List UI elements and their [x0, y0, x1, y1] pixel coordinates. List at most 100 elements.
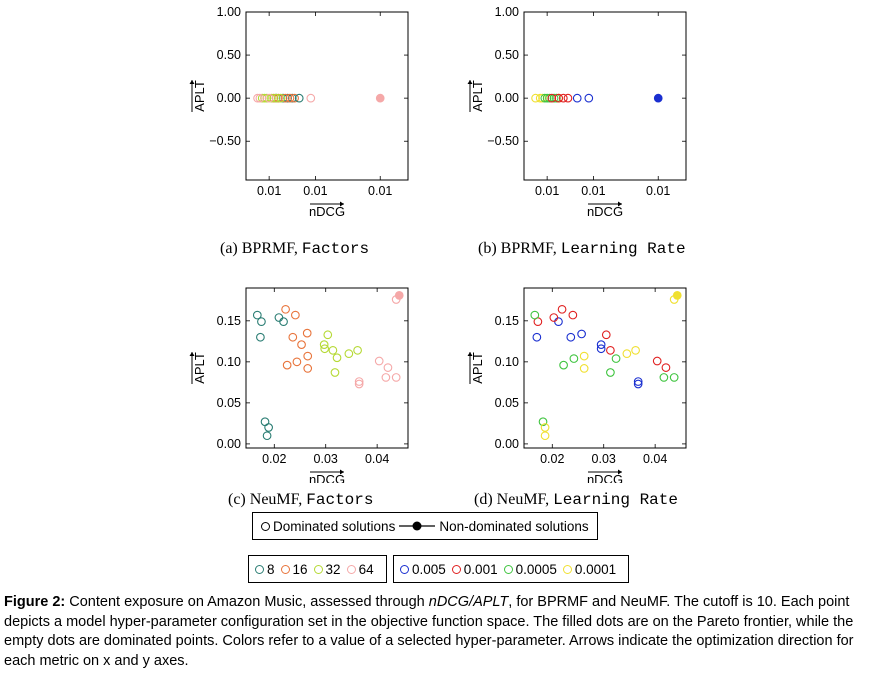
- x-tick-label: 0.01: [368, 184, 392, 198]
- data-point: [256, 332, 265, 342]
- x-axis-label: nDCG: [587, 472, 623, 483]
- legend-factors-marker-icon: [280, 564, 290, 574]
- data-point: [297, 340, 306, 349]
- data-point: [661, 363, 671, 372]
- y-axis-label-group: APLT: [467, 352, 485, 384]
- y-tick-label: 1.00: [495, 5, 519, 19]
- legend-factors-label: 64: [358, 561, 374, 577]
- figure-caption: Figure 2: Content exposure on Amazon Mus…: [4, 593, 872, 671]
- legend-factors-marker-icon: [313, 564, 323, 574]
- data-point: [532, 332, 542, 342]
- legend-lr-item: 0.0001: [562, 562, 616, 577]
- data-point: [354, 379, 364, 389]
- data-point: [633, 379, 643, 389]
- x-arrow-head-icon: [618, 201, 622, 207]
- caption-label: Figure 2:: [4, 594, 66, 610]
- data-point: [669, 373, 679, 382]
- data-point: [264, 93, 274, 103]
- x-arrow-head-icon: [618, 469, 622, 475]
- legend-factors-label: 32: [325, 561, 341, 577]
- x-tick-label: 0.04: [643, 452, 667, 466]
- subcaption-d-prefix: (d) NeuMF,: [474, 491, 554, 508]
- y-tick-label: 1.00: [217, 5, 241, 19]
- data-point: [287, 93, 297, 103]
- y-tick-label: 0.00: [495, 91, 519, 105]
- y-tick-label: 0.15: [217, 314, 241, 328]
- chart-c: 0.00 0.05 0.10 0.15 0.02 0.03 0.04 nDCG APLT: [189, 287, 409, 483]
- data-point: [269, 93, 279, 103]
- data-point: [606, 346, 615, 355]
- data-point: [552, 93, 561, 103]
- x-tick-label: 0.01: [303, 184, 327, 198]
- data-point: [535, 93, 545, 103]
- data-point: [557, 304, 567, 314]
- y-tick-label: 0.00: [217, 437, 241, 451]
- data-point: [257, 317, 266, 326]
- subcaption-c-param: Factors: [306, 491, 374, 509]
- data-point: [306, 93, 316, 103]
- y-arrow-head-icon: [467, 352, 473, 356]
- data-point: [281, 304, 290, 314]
- legend-factors-item: 64: [346, 561, 374, 577]
- legend-factors-marker-icon: [346, 564, 356, 574]
- legend-lr-item: 0.005: [400, 562, 446, 577]
- caption-text-1: Content exposure on Amazon Music, assess…: [65, 594, 429, 610]
- data-point: [257, 93, 267, 103]
- legend-factors-item: 32: [313, 561, 341, 577]
- subcaption-a-prefix: (a) BPRMF,: [220, 240, 302, 257]
- x-tick-label: 0.01: [535, 184, 559, 198]
- data-point: [260, 93, 269, 103]
- data-point: [563, 93, 573, 103]
- plot-frame: [245, 287, 409, 449]
- data-point: [549, 93, 559, 103]
- subcaption-c: (c) NeuMF, Factors: [228, 491, 373, 509]
- y-arrow-head-icon: [467, 80, 473, 84]
- data-point: [252, 310, 262, 320]
- subcaption-a-param: Factors: [301, 240, 370, 258]
- subcaption-d-param: Learning Rate: [553, 491, 678, 509]
- data-point: [540, 93, 550, 103]
- legend-lr-marker-icon: [562, 564, 572, 574]
- data-point: [255, 93, 265, 103]
- data-point: [253, 93, 262, 103]
- y-tick-label: 0.10: [217, 355, 241, 369]
- data-point: [290, 93, 299, 103]
- nondominated-point: [394, 291, 404, 300]
- data-point: [267, 93, 276, 103]
- data-point: [568, 310, 578, 320]
- dominated-marker-icon: [261, 521, 270, 531]
- y-tick-label: 0.05: [217, 396, 241, 410]
- data-point: [547, 93, 557, 103]
- y-axis-label-group: APLT: [467, 80, 485, 112]
- legend-factors-item: 8: [255, 562, 275, 577]
- subcaption-b-prefix: (b) BPRMF,: [478, 240, 561, 257]
- data-point: [294, 93, 304, 103]
- data-point: [584, 93, 594, 103]
- data-point: [280, 93, 290, 103]
- subcaption-d: (d) NeuMF, Learning Rate: [474, 491, 678, 509]
- x-tick-label: 0.03: [314, 452, 338, 466]
- y-tick-label: 0.00: [495, 437, 519, 451]
- x-tick-label: 0.01: [581, 184, 605, 198]
- subcaption-b-param: Learning Rate: [560, 240, 686, 258]
- data-point: [328, 346, 338, 355]
- legend-lr-marker-icon: [400, 564, 409, 574]
- data-point: [554, 93, 564, 103]
- y-tick-label: −0.50: [487, 134, 519, 148]
- y-axis-label: APLT: [470, 80, 485, 112]
- data-point: [579, 351, 589, 361]
- y-axis-label: APLT: [470, 352, 485, 384]
- y-axis-label-group: APLT: [189, 352, 207, 384]
- y-tick-label: −0.50: [209, 134, 241, 148]
- data-point: [391, 373, 401, 382]
- data-point: [577, 329, 586, 339]
- y-arrow-head-icon: [189, 352, 195, 356]
- plot-frame: [523, 287, 687, 449]
- data-point: [652, 356, 662, 366]
- data-point: [282, 360, 292, 370]
- x-axis-label: nDCG: [309, 472, 345, 483]
- y-axis-label: APLT: [192, 352, 207, 384]
- data-point: [542, 93, 552, 103]
- legend-lr-label: 0.005: [412, 561, 446, 577]
- y-tick-label: 0.05: [495, 396, 519, 410]
